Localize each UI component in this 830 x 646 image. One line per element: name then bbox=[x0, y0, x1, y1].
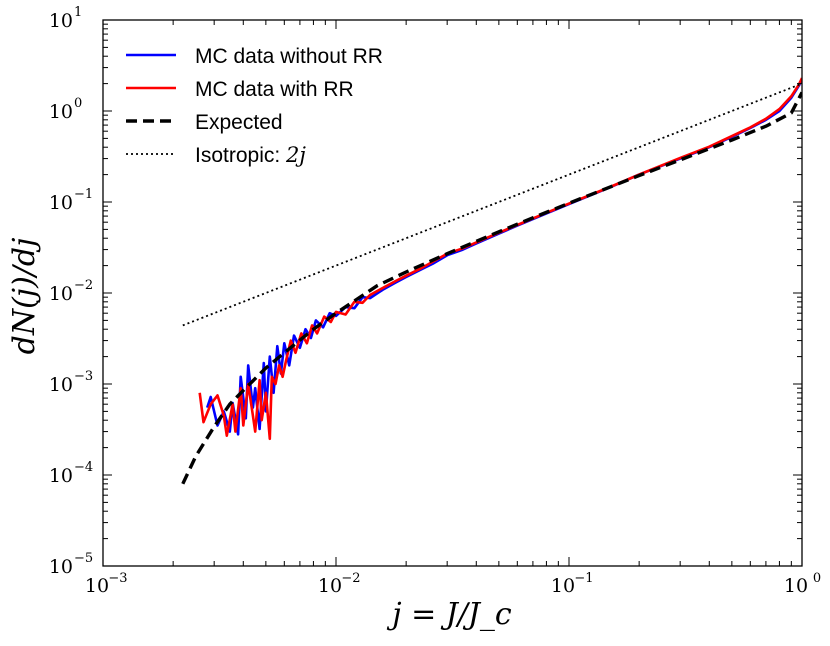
y-tick-label: 10 bbox=[49, 192, 73, 214]
series-line-3 bbox=[181, 91, 802, 485]
axes-layer bbox=[102, 19, 803, 567]
y-tick-label: 10 bbox=[49, 556, 73, 578]
x-tick-exponent: 0 bbox=[813, 571, 821, 586]
y-axis-label: dN(j)/dj bbox=[7, 238, 42, 355]
x-tick-exponent: −1 bbox=[574, 571, 593, 586]
y-tick-label: 10 bbox=[49, 374, 73, 396]
y-tick-exponent: −4 bbox=[74, 460, 93, 475]
y-tick-exponent: −2 bbox=[74, 278, 93, 293]
y-tick-label: 10 bbox=[49, 10, 73, 32]
series-layer bbox=[181, 77, 802, 485]
x-tick-label: 10 bbox=[85, 575, 109, 597]
y-tick-label: 10 bbox=[49, 465, 73, 487]
x-tick-label: 10 bbox=[551, 575, 575, 597]
x-tick-label: 10 bbox=[318, 575, 342, 597]
y-tick-exponent: −5 bbox=[74, 551, 93, 566]
y-tick-exponent: 1 bbox=[74, 5, 82, 20]
series-line-4 bbox=[182, 82, 802, 327]
y-tick-label: 10 bbox=[49, 283, 73, 305]
legend-label-2: MC data with RR bbox=[195, 78, 354, 101]
x-tick-exponent: −3 bbox=[108, 571, 127, 586]
x-axis-label: j = J/J_c bbox=[386, 597, 512, 632]
legend-math: 2j bbox=[285, 143, 306, 167]
legend-label-3: Expected bbox=[195, 111, 283, 134]
legend: MC data without RR MC data with RR Expecte… bbox=[126, 45, 383, 167]
legend-label-1: MC data without RR bbox=[195, 45, 383, 68]
y-tick-exponent: −1 bbox=[74, 187, 93, 202]
y-tick-label: 10 bbox=[49, 101, 73, 123]
x-tick-label: 10 bbox=[784, 575, 808, 597]
y-tick-exponent: −3 bbox=[74, 369, 93, 384]
x-tick-exponent: −2 bbox=[341, 571, 360, 586]
legend-label-4: Isotropic: 2j bbox=[195, 143, 306, 167]
tick-label-layer: 10 −3 10 −2 10 −1 10 010 −510 −410 −310 −210 −110 010… bbox=[49, 5, 821, 597]
y-tick-exponent: 0 bbox=[74, 96, 82, 111]
